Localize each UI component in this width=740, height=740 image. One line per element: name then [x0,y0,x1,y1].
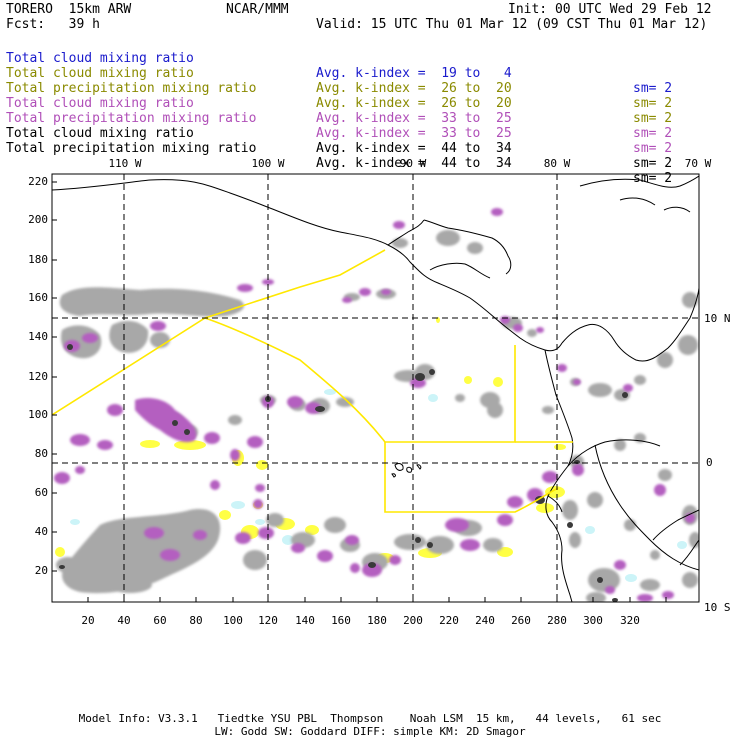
legend-label: Total cloud mixing ratio [6,96,194,111]
x-tick-label: 240 [475,614,495,627]
precipitation-mixing-layer [54,208,695,602]
model-title: TORERO 15km ARW [6,2,132,17]
legend-smoothing: sm= 2 [633,156,673,171]
x-tick-label: 100 [223,614,243,627]
y-tick-label: 200 [28,213,48,226]
legend-row: Total precipitation mixing ratio Avg. k-… [6,66,672,141]
legend-smoothing: sm= 2 [633,111,673,126]
y-tick-label: 180 [28,253,48,266]
legend-kindex: Avg. k-index = 33 to 25 [316,111,512,126]
light-cloud-layer [70,389,687,582]
lon-label: 90 W [399,157,427,170]
y-tick-label: 120 [28,370,48,383]
y-tick-label: 60 [34,486,48,499]
x-axis [87,597,667,602]
legend-kindex: Avg. k-index = 44 to 34 [316,156,512,171]
legend-smoothing: sm= 2 [633,126,673,141]
legend-smoothing: sm= 2 [633,171,673,186]
valid-time: Valid: 15 UTC Thu 01 Mar 12 (09 CST Thu … [316,17,708,32]
y-tick-label: 80 [34,447,48,460]
x-tick-label: 140 [295,614,315,627]
y-axis [52,181,57,572]
y-tick-label: 220 [28,175,48,188]
forecast-hour: Fcst: 39 h [6,17,100,32]
legend-smoothing: sm= 2 [633,81,673,96]
y-tick-label: 100 [28,408,48,421]
x-tick-label: 80 [189,614,203,627]
graticule [52,174,699,602]
x-tick-label: 40 [117,614,131,627]
y-tick-label: 20 [34,564,48,577]
legend-label: Total cloud mixing ratio [6,126,194,141]
region-boundaries [52,249,573,513]
legend-kindex: Avg. k-index = 26 to 20 [316,81,512,96]
lon-label: 110 W [108,157,142,170]
legend-label: Total precipitation mixing ratio [6,111,257,126]
x-tick-label: 300 [583,614,603,627]
legend-kindex: Avg. k-index = 33 to 25 [316,126,512,141]
legend-label: Total precipitation mixing ratio [6,141,257,156]
legend-row: Total cloud mixing ratio Avg. k-index = … [6,36,672,111]
lat-label: 10 S [704,601,731,614]
legend-row: Total cloud mixing ratio Avg. k-index = … [6,81,672,156]
x-tick-label: 160 [331,614,351,627]
legend-smoothing: sm= 2 [633,141,673,156]
x-tick-label: 60 [153,614,167,627]
legend-kindex: Avg. k-index = 26 to 20 [316,96,512,111]
cloud-mixing-layer [56,230,699,602]
legend-kindex: Avg. k-index = 19 to 4 [316,66,512,81]
y-tick-label: 160 [28,291,48,304]
legend-smoothing: sm= 2 [633,96,673,111]
y-tick-label: 40 [34,525,48,538]
coastlines [52,175,699,602]
x-tick-label: 200 [403,614,423,627]
x-tick-label: 120 [258,614,278,627]
legend-label: Total cloud mixing ratio [6,66,194,81]
model-info: Model Info: V3.3.1 Tiedtke YSU PBL Thomp… [78,712,662,725]
x-tick-label: 280 [547,614,567,627]
init-time: Init: 00 UTC Wed 29 Feb 12 [508,2,712,17]
legend-label: Total precipitation mixing ratio [6,81,257,96]
x-tick-label: 320 [620,614,640,627]
x-tick-label: 260 [511,614,531,627]
map-frame [51,173,700,603]
organization: NCAR/MMM [226,2,289,17]
lon-label: 100 W [251,157,285,170]
x-tick-label: 220 [439,614,459,627]
lon-label: 80 W [543,157,571,170]
x-tick-label: 180 [367,614,387,627]
lat-label: 0 [706,456,713,469]
legend-row: Total cloud mixing ratio Avg. k-index = … [6,111,672,186]
x-tick-label: 20 [81,614,95,627]
lat-label: 10 N [704,312,731,325]
legend-row: Total precipitation mixing ratio Avg. k-… [6,96,672,171]
legend-label: Total cloud mixing ratio [6,51,194,66]
physics-info: LW: Godd SW: Goddard DIFF: simple KM: 2D… [214,725,526,738]
legend-row: Total precipitation mixing ratio Avg. k-… [6,126,672,201]
legend-row: Total cloud mixing ratio Avg. k-index = … [6,51,672,126]
y-tick-label: 140 [28,330,48,343]
high-mixing-cores [59,344,628,602]
legend-kindex: Avg. k-index = 44 to 34 [316,141,512,156]
lon-label: 70 W [684,157,712,170]
